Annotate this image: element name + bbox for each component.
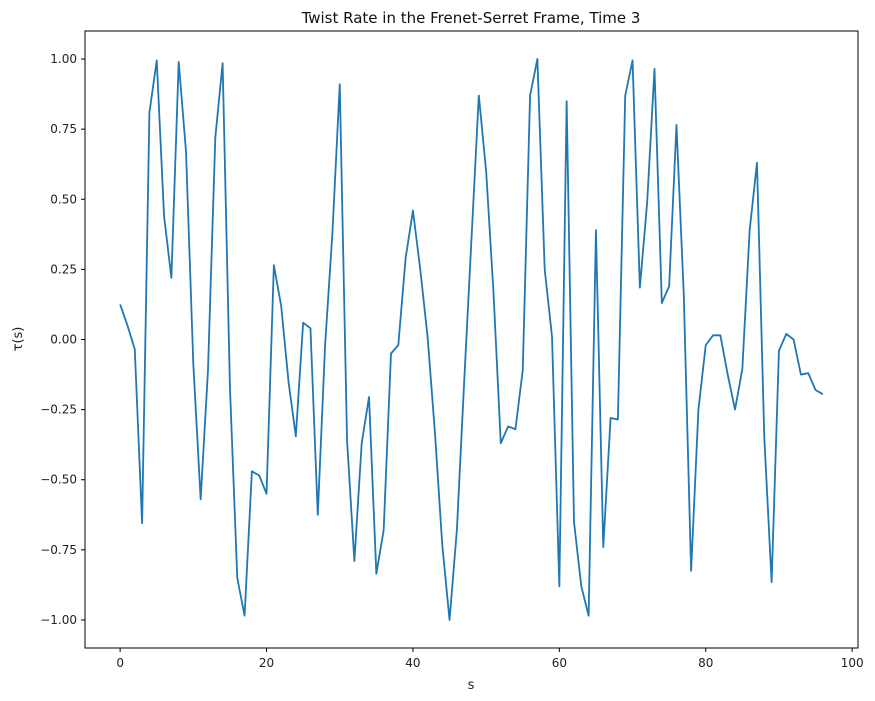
- y-axis-label: τ(s): [11, 327, 26, 352]
- plot-area: [119, 58, 824, 621]
- y-tick-label: 0.25: [50, 262, 77, 276]
- series-line: [119, 58, 824, 621]
- x-tick-label: 80: [698, 656, 713, 670]
- x-tick-label: 60: [552, 656, 567, 670]
- y-tick-label: 1.00: [50, 52, 77, 66]
- y-tick-label: 0.75: [50, 122, 77, 136]
- y-tick-label: 0.50: [50, 192, 77, 206]
- y-tick-label: −0.50: [40, 473, 77, 487]
- x-axis-label: s: [468, 678, 475, 693]
- x-tick-label: 100: [841, 656, 864, 670]
- x-axis-ticks: 0 20 40 60 80 100: [116, 648, 864, 670]
- y-tick-label: 0.00: [50, 333, 77, 347]
- y-tick-label: −1.00: [40, 613, 77, 627]
- y-tick-label: −0.75: [40, 543, 77, 557]
- x-tick-label: 40: [405, 656, 420, 670]
- plot-frame: [84, 30, 859, 649]
- chart-title: Twist Rate in the Frenet-Serret Frame, T…: [301, 9, 641, 27]
- x-tick-label: 0: [116, 656, 124, 670]
- y-tick-label: −0.25: [40, 403, 77, 417]
- y-axis-ticks: −1.00 −0.75 −0.50 −0.25 0.00 0.25 0.50 0.75 1.00: [40, 52, 85, 627]
- x-tick-label: 20: [259, 656, 274, 670]
